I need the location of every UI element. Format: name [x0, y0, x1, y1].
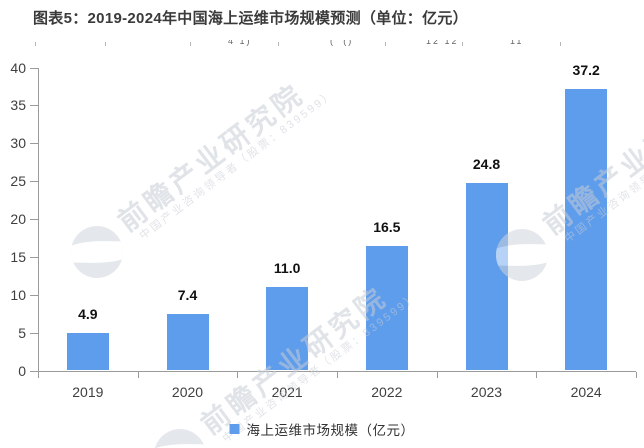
bar-value-label: 16.5	[373, 218, 401, 235]
bar	[166, 314, 209, 371]
bar-value-label: 4.9	[78, 306, 98, 323]
y-axis-tick	[30, 143, 38, 145]
x-axis-category-label: 2023	[470, 384, 503, 400]
y-axis-tick-label: 10	[10, 286, 26, 303]
x-axis-tick	[38, 371, 39, 378]
y-axis-tick-label: 5	[18, 324, 26, 341]
legend-series-label: 海上运维市场规模（亿元）	[246, 423, 415, 438]
legend-marker-square	[229, 424, 240, 434]
artifact-tick	[462, 42, 463, 46]
y-axis-tick	[30, 181, 38, 183]
cropped-text-artifact-row: 4 1) (' () 12 12 11	[0, 40, 644, 47]
y-axis-tick	[30, 256, 38, 258]
bar	[266, 287, 309, 371]
y-axis-tick-label: 20	[10, 211, 26, 227]
artifact-tick	[35, 42, 36, 46]
x-axis-tick	[137, 371, 139, 378]
x-axis-category-label: 2019	[72, 384, 104, 400]
y-axis-tick	[30, 219, 38, 220]
bar	[66, 333, 109, 371]
x-axis-category-label: 2020	[171, 384, 204, 400]
x-axis-tick	[436, 371, 438, 378]
bar-value-label: 11.0	[273, 260, 301, 277]
y-axis-tick-label: 30	[10, 135, 26, 152]
x-axis-tick	[337, 371, 338, 378]
y-axis-tick-label: 25	[10, 173, 26, 190]
artifact-tick	[190, 42, 191, 46]
x-axis-tick	[237, 371, 239, 378]
y-axis-line	[38, 67, 39, 371]
x-axis-category-label: 2021	[271, 384, 303, 400]
chart-legend: 海上运维市场规模（亿元）	[229, 419, 415, 439]
x-axis-tick	[536, 371, 538, 378]
y-axis-tick	[30, 105, 38, 107]
chart-title: 图表5：2019-2024年中国海上运维市场规模预测（单位：亿元）	[33, 10, 468, 27]
bar	[565, 88, 608, 371]
x-axis-category-label: 2022	[371, 384, 403, 400]
y-axis-tick-label: 0	[18, 362, 26, 379]
bar-value-label: 37.2	[572, 61, 600, 78]
y-axis-tick	[30, 67, 38, 69]
artifact-tick	[278, 42, 279, 46]
artifact-fragment: 4 1)	[228, 40, 252, 46]
y-axis-tick	[30, 370, 38, 372]
artifact-tick	[560, 42, 561, 46]
bar-value-label: 7.4	[177, 287, 198, 304]
x-axis-line	[30, 370, 636, 372]
artifact-fragment: 12 12	[426, 40, 459, 46]
artifact-tick	[385, 42, 386, 46]
y-axis-tick-label: 40	[10, 59, 26, 76]
artifact-fragment: 11	[510, 40, 524, 46]
bar	[465, 182, 508, 371]
y-axis-tick-label: 15	[10, 248, 26, 265]
x-axis-tick	[636, 371, 637, 378]
bar	[365, 245, 408, 371]
x-axis-category-label: 2024	[570, 384, 602, 400]
artifact-tick	[105, 42, 106, 46]
y-axis-tick	[30, 294, 38, 296]
bar-value-label: 24.8	[472, 155, 501, 172]
artifact-fragment: (' ()	[330, 40, 354, 46]
y-axis-tick-label: 35	[10, 97, 26, 114]
y-axis-tick	[30, 332, 38, 334]
